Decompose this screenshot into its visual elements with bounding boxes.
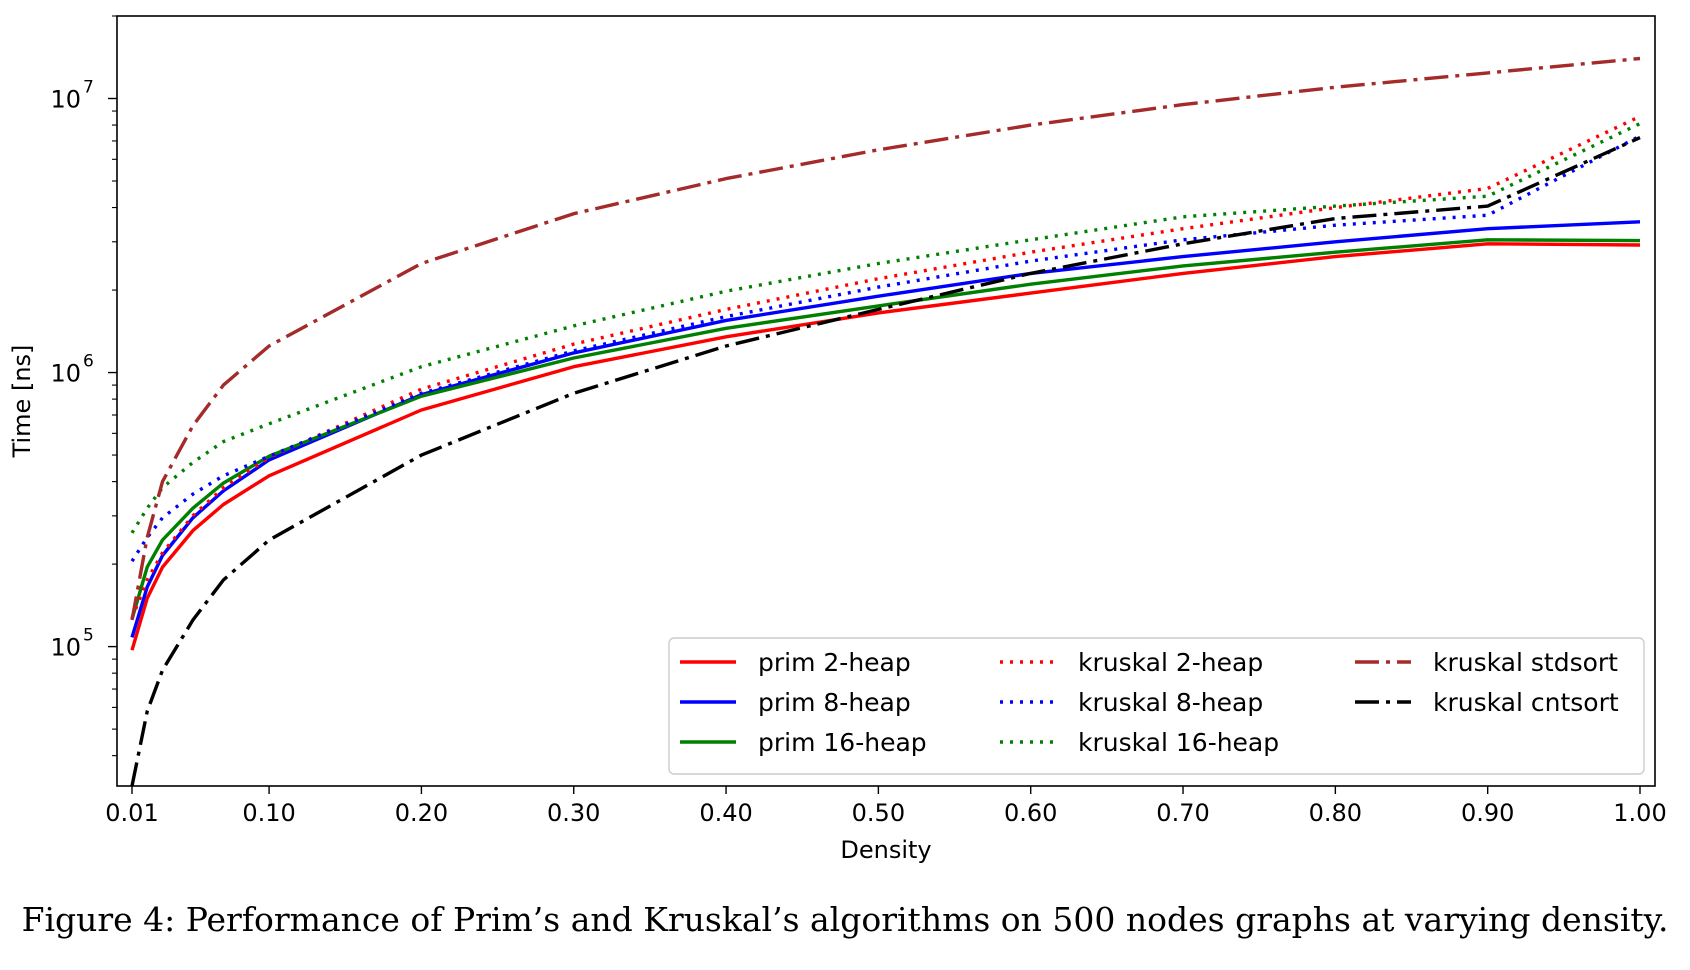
legend-label: prim 8-heap <box>758 688 911 717</box>
figure-caption: Figure 4: Performance of Prim’s and Krus… <box>21 900 1669 939</box>
series-line <box>130 56 1641 621</box>
x-tick-label: 1.00 <box>1613 799 1666 827</box>
y-tick-label: 10 <box>50 85 81 113</box>
legend-label: kruskal 8-heap <box>1078 688 1263 717</box>
y-tick-label: 10 <box>50 634 81 662</box>
x-tick-label: 0.70 <box>1156 799 1209 827</box>
y-axis-label: Time [ns] <box>8 345 36 459</box>
x-tick-label: 0.30 <box>547 799 600 827</box>
series-line <box>130 136 1641 786</box>
legend-label: kruskal stdsort <box>1433 648 1618 677</box>
legend-label: prim 2-heap <box>758 648 911 677</box>
series-line <box>130 220 1641 638</box>
y-tick-exponent: 6 <box>83 352 94 372</box>
x-tick-label: 0.40 <box>699 799 752 827</box>
series-line <box>130 242 1641 651</box>
x-tick-label: 0.10 <box>242 799 295 827</box>
legend-label: kruskal 16-heap <box>1078 728 1279 757</box>
chart: 0.01 0.10 0.20 0.30 0.40 0.50 0.60 0.70 0.80 0.90… <box>8 15 1667 864</box>
plot-frame <box>116 15 1656 787</box>
legend-label: kruskal 2-heap <box>1078 648 1263 677</box>
series-line <box>130 114 1641 619</box>
x-tick-label: 0.50 <box>852 799 905 827</box>
legend: prim 2-heap prim 8-heap prim 16-heap kruska… <box>668 637 1645 775</box>
legend-label: kruskal cntsort <box>1433 688 1619 717</box>
series-group <box>130 56 1641 786</box>
series-line <box>130 134 1641 563</box>
y-tick-exponent: 5 <box>83 626 94 646</box>
series-line <box>130 122 1641 534</box>
x-tick-label: 0.80 <box>1309 799 1362 827</box>
legend-box <box>668 637 1645 775</box>
y-tick-label: 10 <box>50 360 81 388</box>
x-tick-label: 0.60 <box>1004 799 1057 827</box>
x-tick-label: 0.90 <box>1461 799 1514 827</box>
x-tick-label: 0.01 <box>105 799 158 827</box>
series-line <box>130 238 1641 620</box>
legend-label: prim 16-heap <box>758 728 927 757</box>
x-axis-label: Density <box>840 836 931 864</box>
y-tick-exponent: 7 <box>83 77 94 97</box>
x-axis: 0.01 0.10 0.20 0.30 0.40 0.50 0.60 0.70 0.80 0.90… <box>105 786 1667 827</box>
x-tick-label: 0.20 <box>395 799 448 827</box>
